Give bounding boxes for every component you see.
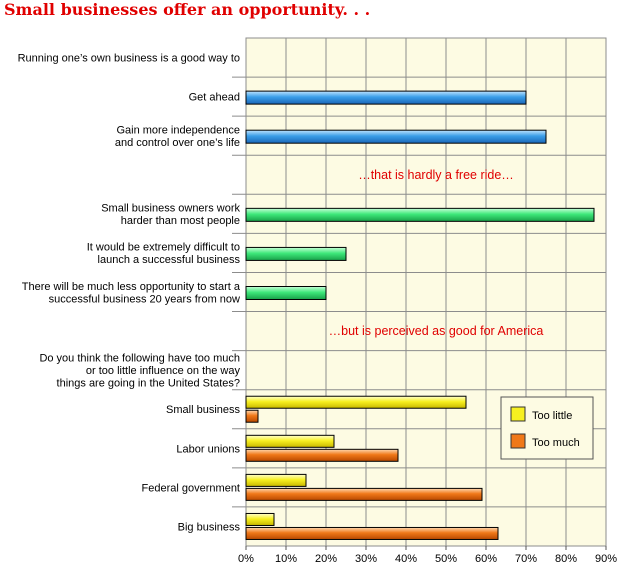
grid-lines [232,38,606,546]
category-label: Running one’s own business is a good way… [18,53,240,65]
category-label: Federal government [142,482,240,494]
bar-too-much [245,526,499,540]
bar-too-little [245,395,467,409]
x-tick-label: 10% [275,553,297,564]
annotation-note: …that is hardly a free ride… [358,168,514,182]
x-tick-label: 70% [515,553,537,564]
bar [245,246,347,261]
chart-title: Small businesses offer an opportunity. .… [4,0,370,19]
bar-too-much [245,409,259,423]
annotation-note: …but is perceived as good for America [329,324,544,338]
category-label: Small business [166,404,240,416]
category-label: Labor unions [176,443,240,455]
x-tick-label: 80% [555,553,577,564]
legend-swatch-too-much [510,433,526,449]
category-label: Big business [178,521,241,533]
x-tick-label: 50% [435,553,457,564]
bar-too-little [245,473,307,487]
x-tick-label: 90% [595,553,617,564]
category-label: There will be much less opportunity to s… [22,281,241,306]
bar-too-little [245,434,335,448]
x-tick-label: 40% [395,553,417,564]
legend-label-too-much: Too much [532,437,580,449]
category-label: Get ahead [189,92,240,104]
category-label: It would be extremely difficult to launch… [87,242,241,266]
category-label: Small business owners work harder than mo… [101,203,240,228]
legend-swatch-too-little [510,406,526,422]
bar [245,129,547,144]
bar-too-much [245,448,399,462]
x-axis-ticks: 0% 10% 20% 30% 40% 50% 60% 70% 80% 90% [238,546,617,565]
legend-label-too-little: Too little [532,410,572,422]
x-tick-label: 30% [355,553,377,564]
bar [245,90,527,105]
category-labels: Running one’s own business is a good way… [18,53,544,534]
x-tick-label: 60% [475,553,497,564]
legend-box [500,396,594,460]
x-tick-label: 20% [315,553,337,564]
bar-too-little [245,512,275,526]
bar-too-much [245,487,483,501]
category-label: Gain more independence and control over o… [115,124,240,149]
legend: Too little Too much [500,396,594,460]
category-label: Do you think the following have too much… [39,353,240,390]
x-tick-label: 0% [238,553,254,564]
bar [245,207,595,222]
bar [245,286,327,300]
bars [245,90,595,540]
